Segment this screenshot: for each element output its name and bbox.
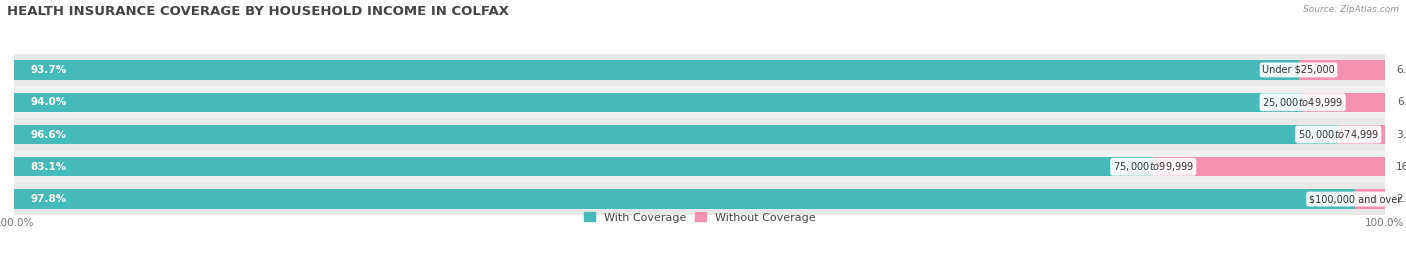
Text: $25,000 to $49,999: $25,000 to $49,999: [1263, 96, 1343, 109]
Text: 2.2%: 2.2%: [1396, 194, 1406, 204]
Bar: [1303, 93, 1386, 112]
Text: 6.3%: 6.3%: [1396, 65, 1406, 75]
Bar: [14, 151, 1385, 183]
Text: $75,000 to $99,999: $75,000 to $99,999: [1112, 160, 1194, 173]
Bar: [14, 86, 1385, 118]
Text: 97.8%: 97.8%: [31, 194, 66, 204]
Bar: [14, 189, 1355, 209]
Bar: [14, 125, 1339, 144]
Bar: [14, 183, 1385, 215]
Bar: [1153, 157, 1385, 176]
Bar: [14, 118, 1385, 151]
Bar: [14, 93, 1303, 112]
Text: Source: ZipAtlas.com: Source: ZipAtlas.com: [1303, 5, 1399, 14]
Bar: [14, 60, 1299, 80]
Bar: [1299, 60, 1385, 80]
Text: Under $25,000: Under $25,000: [1263, 65, 1334, 75]
Bar: [14, 54, 1385, 86]
Text: 96.6%: 96.6%: [31, 129, 66, 140]
Text: HEALTH INSURANCE COVERAGE BY HOUSEHOLD INCOME IN COLFAX: HEALTH INSURANCE COVERAGE BY HOUSEHOLD I…: [7, 5, 509, 18]
Bar: [14, 157, 1153, 176]
Text: 94.0%: 94.0%: [31, 97, 66, 107]
Bar: [1355, 189, 1385, 209]
Text: 3.4%: 3.4%: [1396, 129, 1406, 140]
Bar: [1339, 125, 1385, 144]
Text: $50,000 to $74,999: $50,000 to $74,999: [1298, 128, 1379, 141]
Legend: With Coverage, Without Coverage: With Coverage, Without Coverage: [583, 213, 815, 222]
Text: 16.9%: 16.9%: [1396, 162, 1406, 172]
Text: 6.1%: 6.1%: [1398, 97, 1406, 107]
Text: 83.1%: 83.1%: [31, 162, 66, 172]
Text: 93.7%: 93.7%: [31, 65, 66, 75]
Text: $100,000 and over: $100,000 and over: [1309, 194, 1400, 204]
